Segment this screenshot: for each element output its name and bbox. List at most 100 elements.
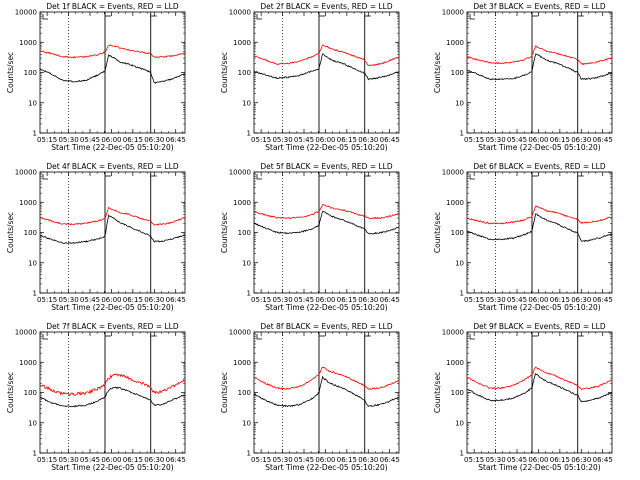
x-tick-label: 05:30 <box>272 456 292 464</box>
y-tick-label: 1000 <box>446 39 464 47</box>
events-rate-line <box>39 54 186 85</box>
x-tick-label: 05:45 <box>294 136 314 144</box>
x-tick-label: 06:45 <box>166 136 186 144</box>
plot-frame <box>466 171 613 294</box>
corner-marker <box>42 14 48 20</box>
y-tick-label: 100 <box>24 229 37 237</box>
x-tick-label: 05:15 <box>37 456 57 464</box>
x-tick-label: 05:45 <box>80 296 100 304</box>
y-tick-label: 10 <box>28 419 37 427</box>
y-tick-label: 10 <box>455 259 464 267</box>
x-tick-label: 06:00 <box>315 136 335 144</box>
y-tick-label: 10000 <box>229 329 251 337</box>
y-tick-label: 1 <box>460 450 464 458</box>
y-tick-label: 10000 <box>229 169 251 177</box>
x-tick-label: 06:15 <box>550 296 570 304</box>
x-tick-label: 05:30 <box>58 136 78 144</box>
corner-marker <box>42 334 48 340</box>
y-axis-label: Counts/sec <box>433 52 442 93</box>
x-tick-label: 05:30 <box>485 296 505 304</box>
detector-panel-1: Det 1f BLACK = Events, RED = LLD 1 10 100 10… <box>6 2 186 152</box>
detector-panel-4: Det 4f BLACK = Events, RED = LLD 1 10 100 10… <box>6 162 186 312</box>
x-tick-label: 06:00 <box>101 296 121 304</box>
y-tick-label: 1000 <box>446 199 464 207</box>
y-tick-label: 100 <box>24 69 37 77</box>
lld-rate-line <box>253 44 400 67</box>
x-tick-label: 06:45 <box>380 456 400 464</box>
lld-rate-line <box>253 366 399 390</box>
x-tick-label: 06:00 <box>315 296 335 304</box>
y-tick-label: 10 <box>28 99 37 107</box>
x-tick-label: 06:45 <box>593 296 613 304</box>
x-tick-label: 06:00 <box>315 456 335 464</box>
events-rate-line <box>253 211 400 235</box>
x-axis-label: Start Time (22-Dec-05 05:10:20) <box>51 303 173 312</box>
y-axis-label: Counts/sec <box>6 372 15 413</box>
y-tick-label: 10 <box>455 419 464 427</box>
panel-title: Det 6f BLACK = Events, RED = LLD <box>473 162 606 171</box>
y-axis-label: Counts/sec <box>6 212 15 253</box>
x-tick-label: 06:15 <box>123 456 143 464</box>
detector-panel-9: Det 9f BLACK = Events, RED = LLD 1 10 100 10… <box>433 322 613 472</box>
panel-title: Det 1f BLACK = Events, RED = LLD <box>46 2 179 11</box>
lld-rate-line <box>39 373 186 396</box>
x-tick-label: 05:15 <box>251 296 271 304</box>
events-rate-line <box>466 373 613 403</box>
corner-marker <box>469 14 475 20</box>
plot-frame <box>253 331 400 454</box>
x-tick-label: 06:30 <box>358 296 378 304</box>
lld-rate-line <box>39 44 186 59</box>
lld-rate-line <box>466 45 612 66</box>
x-tick-label: 06:30 <box>571 296 591 304</box>
y-tick-label: 1000 <box>233 359 251 367</box>
detector-panel-3: Det 3f BLACK = Events, RED = LLD 1 10 100 10… <box>433 2 613 152</box>
y-tick-label: 10 <box>242 99 251 107</box>
plot-frame <box>466 331 613 454</box>
panel-title: Det 9f BLACK = Events, RED = LLD <box>473 322 606 331</box>
lld-rate-line <box>39 206 186 226</box>
x-tick-label: 06:45 <box>166 456 186 464</box>
y-tick-label: 1000 <box>19 199 37 207</box>
x-tick-label: 06:30 <box>358 456 378 464</box>
x-tick-label: 06:00 <box>101 136 121 144</box>
y-tick-label: 1 <box>33 290 37 298</box>
y-tick-label: 1000 <box>19 39 37 47</box>
events-rate-line <box>253 53 400 81</box>
lld-rate-line <box>466 205 613 225</box>
x-tick-label: 06:45 <box>593 456 613 464</box>
x-axis-label: Start Time (22-Dec-05 05:10:20) <box>478 303 600 312</box>
x-tick-label: 05:15 <box>251 136 271 144</box>
x-axis-label: Start Time (22-Dec-05 05:10:20) <box>265 143 387 152</box>
y-tick-label: 10000 <box>229 9 251 17</box>
x-tick-label: 06:30 <box>358 136 378 144</box>
x-tick-label: 06:15 <box>337 296 357 304</box>
x-axis-label: Start Time (22-Dec-05 05:10:20) <box>265 303 387 312</box>
y-tick-label: 100 <box>451 389 464 397</box>
x-tick-label: 05:30 <box>272 136 292 144</box>
x-axis-label: Start Time (22-Dec-05 05:10:20) <box>478 143 600 152</box>
x-tick-label: 05:45 <box>294 456 314 464</box>
y-tick-label: 10000 <box>442 9 464 17</box>
x-tick-label: 05:45 <box>294 296 314 304</box>
x-tick-label: 06:15 <box>550 136 570 144</box>
detector-panel-7: Det 7f BLACK = Events, RED = LLD 1 10 100 10… <box>6 322 186 472</box>
y-tick-label: 1000 <box>233 199 251 207</box>
y-axis-label: Counts/sec <box>220 52 229 93</box>
y-tick-label: 10000 <box>442 169 464 177</box>
y-tick-label: 100 <box>451 69 464 77</box>
plot-frame <box>253 11 400 134</box>
panel-title: Det 3f BLACK = Events, RED = LLD <box>473 2 606 11</box>
plot-frame <box>39 171 186 294</box>
corner-marker <box>256 334 262 340</box>
y-tick-label: 1 <box>460 290 464 298</box>
detector-panel-2: Det 2f BLACK = Events, RED = LLD 1 10 100 10… <box>220 2 400 152</box>
corner-marker <box>256 174 262 180</box>
x-tick-label: 06:15 <box>123 136 143 144</box>
plot-frame <box>39 11 186 134</box>
x-tick-label: 05:30 <box>272 296 292 304</box>
y-tick-label: 10 <box>242 419 251 427</box>
x-axis-label: Start Time (22-Dec-05 05:10:20) <box>265 463 387 472</box>
x-tick-label: 06:45 <box>166 296 186 304</box>
y-tick-label: 100 <box>451 229 464 237</box>
